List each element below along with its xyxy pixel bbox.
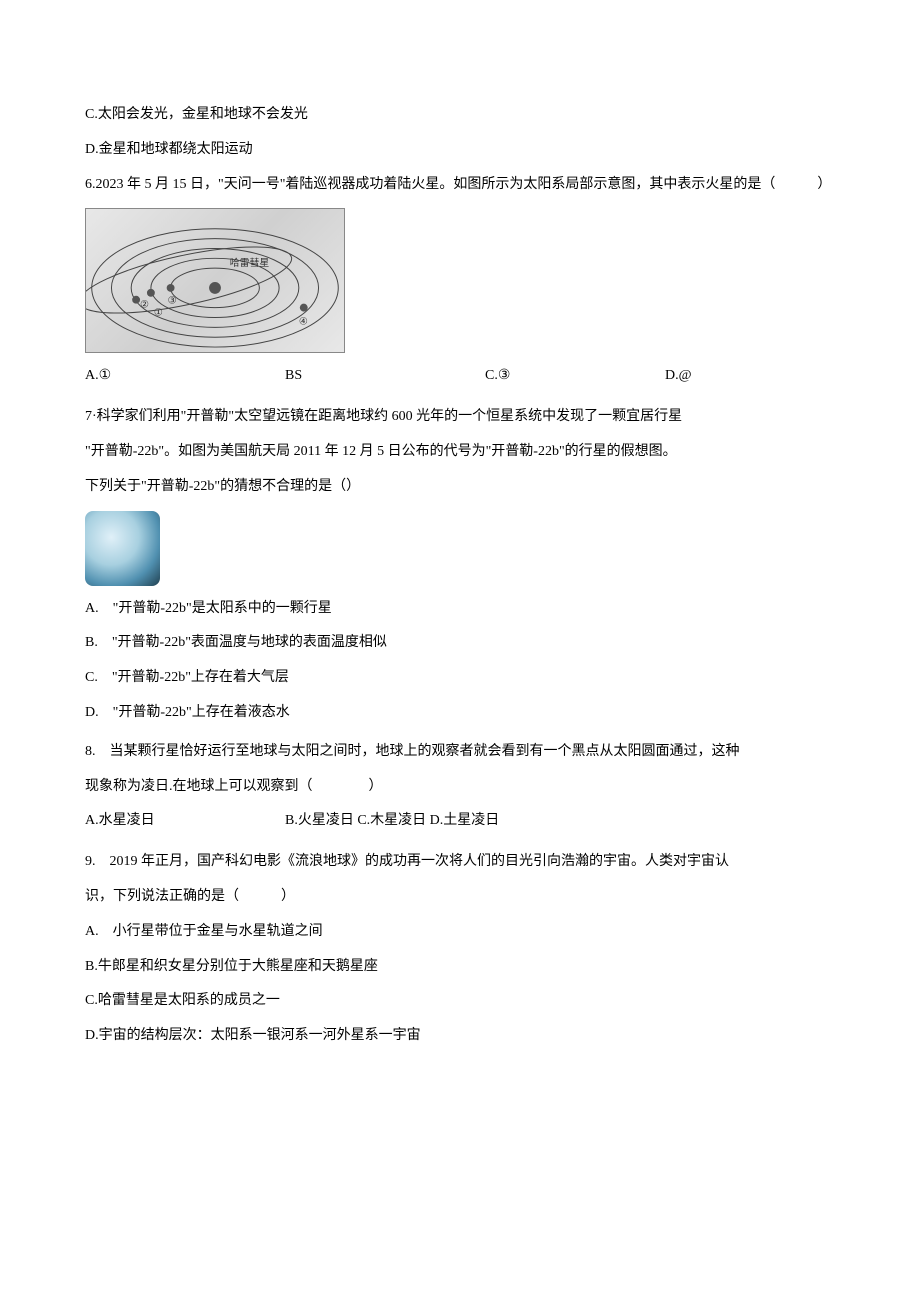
q9-option-c: C.哈雷彗星是太阳系的成员之一 [85,986,835,1017]
question-6: 6.2023 年 5 月 15 日，"天问一号"着陆巡视器成功着陆火星。如图所示… [85,170,835,393]
q7-option-d: D. "开普勒-22b"上存在着液态水 [85,698,835,729]
question-9: 9. 2019 年正月，国产科幻电影《流浪地球》的成功再一次将人们的目光引向浩瀚… [85,847,835,1052]
question-7: 7·科学家们利用"开普勒"太空望远镜在距离地球约 600 光年的一个恒星系统中发… [85,402,835,729]
q6-option-b: BS [285,361,485,392]
q5-option-c: C.太阳会发光，金星和地球不会发光 [85,100,835,131]
q8-stem-2: 现象称为凌日.在地球上可以观察到（ ） [85,772,835,803]
q9-stem-2: 识，下列说法正确的是（ ） [85,882,835,913]
q9-option-d: D.宇宙的结构层次：太阳系一银河系一河外星系一宇宙 [85,1021,835,1052]
q6-options: A.① BS C.③ D.@ [85,361,835,392]
q8-options: A.水星凌日 B.火星凌日 C.木星凌日 D.土星凌日 [85,806,835,837]
svg-text:③: ③ [168,296,177,307]
svg-text:哈雷彗星: 哈雷彗星 [230,257,270,270]
q8-option-rest: B.火星凌日 C.木星凌日 D.土星凌日 [285,806,835,837]
q7-option-a: A. "开普勒-22b"是太阳系中的一颗行星 [85,594,835,625]
q9-option-a: A. 小行星带位于金星与水星轨道之间 [85,917,835,948]
q9-option-b: B.牛郎星和织女星分别位于大熊星座和天鹅星座 [85,952,835,983]
q6-option-c: C.③ [485,361,665,392]
q6-option-a: A.① [85,361,285,392]
svg-text:②: ② [140,300,149,311]
q7-stem-3: 下列关于"开普勒-22b"的猜想不合理的是（） [85,472,835,503]
q8-option-a: A.水星凌日 [85,806,285,837]
solar-system-diagram: ① ② ③ ④ 哈雷彗星 [85,208,835,353]
svg-text:①: ① [154,308,163,319]
q5-option-d: D.金星和地球都绕太阳运动 [85,135,835,166]
q7-stem-2: "开普勒-22b"。如图为美国航天局 2011 年 12 月 5 日公布的代号为… [85,437,835,468]
question-8: 8. 当某颗行星恰好运行至地球与太阳之间时，地球上的观察者就会看到有一个黑点从太… [85,737,835,837]
kepler-planet-image [85,511,835,586]
svg-text:④: ④ [299,317,308,328]
q6-option-d: D.@ [665,361,805,392]
q8-stem-1: 8. 当某颗行星恰好运行至地球与太阳之间时，地球上的观察者就会看到有一个黑点从太… [85,737,835,768]
q7-option-c: C. "开普勒-22b"上存在着大气层 [85,663,835,694]
q9-stem-1: 9. 2019 年正月，国产科幻电影《流浪地球》的成功再一次将人们的目光引向浩瀚… [85,847,835,878]
q7-option-b: B. "开普勒-22b"表面温度与地球的表面温度相似 [85,628,835,659]
q6-stem: 6.2023 年 5 月 15 日，"天问一号"着陆巡视器成功着陆火星。如图所示… [85,170,835,201]
q7-stem-1: 7·科学家们利用"开普勒"太空望远镜在距离地球约 600 光年的一个恒星系统中发… [85,402,835,433]
